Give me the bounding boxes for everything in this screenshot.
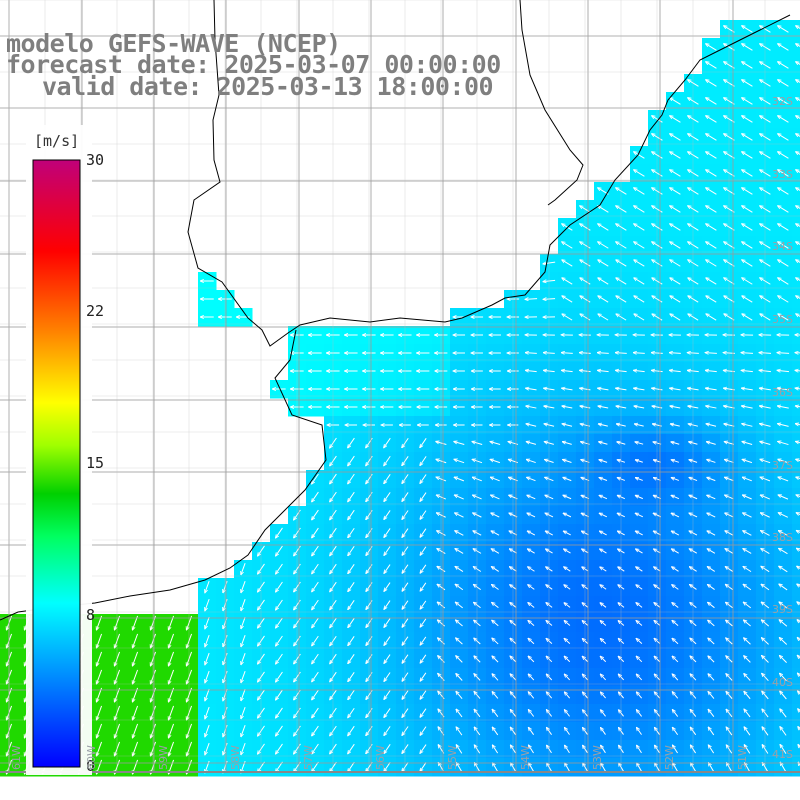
- colorbar-tick-15: 15: [86, 454, 105, 472]
- lon-label: 52W: [663, 745, 676, 770]
- colorbar-tick-8: 8: [86, 606, 96, 624]
- lat-label: 35S: [772, 313, 793, 326]
- lat-label: 33S: [772, 168, 793, 181]
- colorbar: [32, 159, 81, 768]
- lon-label: 57W: [302, 745, 315, 770]
- colorbar-unit: [m/s]: [34, 132, 80, 150]
- coastline: [187, 0, 791, 347]
- lat-label: 32S: [772, 95, 793, 108]
- lat-label: 34S: [772, 240, 793, 253]
- lagoa-dos-patos-shore: [519, 0, 584, 206]
- lon-label: 61W: [10, 745, 23, 770]
- valid-date: valid date: 2025-03-13 18:00:00: [42, 72, 494, 101]
- colorbar-tick-0: 0: [86, 757, 96, 775]
- colorbar-tick-30: 30: [86, 151, 105, 169]
- lon-label: 55W: [446, 745, 459, 770]
- lon-label: 59W: [157, 745, 170, 770]
- lon-label: 54W: [519, 745, 532, 770]
- lon-label: 60W: [85, 745, 98, 770]
- lat-label: 40S: [772, 676, 793, 689]
- lat-label: 37S: [772, 459, 793, 472]
- forecast-date: forecast date: 2025-03-07 00:00:00: [6, 50, 501, 79]
- lat-label: 41S: [772, 748, 793, 761]
- lat-label: 38S: [772, 531, 793, 544]
- map-bottom-border: [0, 771, 800, 773]
- lon-label: 56W: [374, 745, 387, 770]
- lat-label: 36S: [772, 386, 793, 399]
- lat-lon-grid: [0, 0, 800, 771]
- colorbar-tick-22: 22: [86, 302, 105, 320]
- lon-label: 51W: [736, 745, 749, 770]
- lon-label: 53W: [591, 745, 604, 770]
- model-title: modelo GEFS-WAVE (NCEP): [6, 29, 341, 58]
- lat-label: 39S: [772, 603, 793, 616]
- lon-label: 58W: [229, 745, 242, 770]
